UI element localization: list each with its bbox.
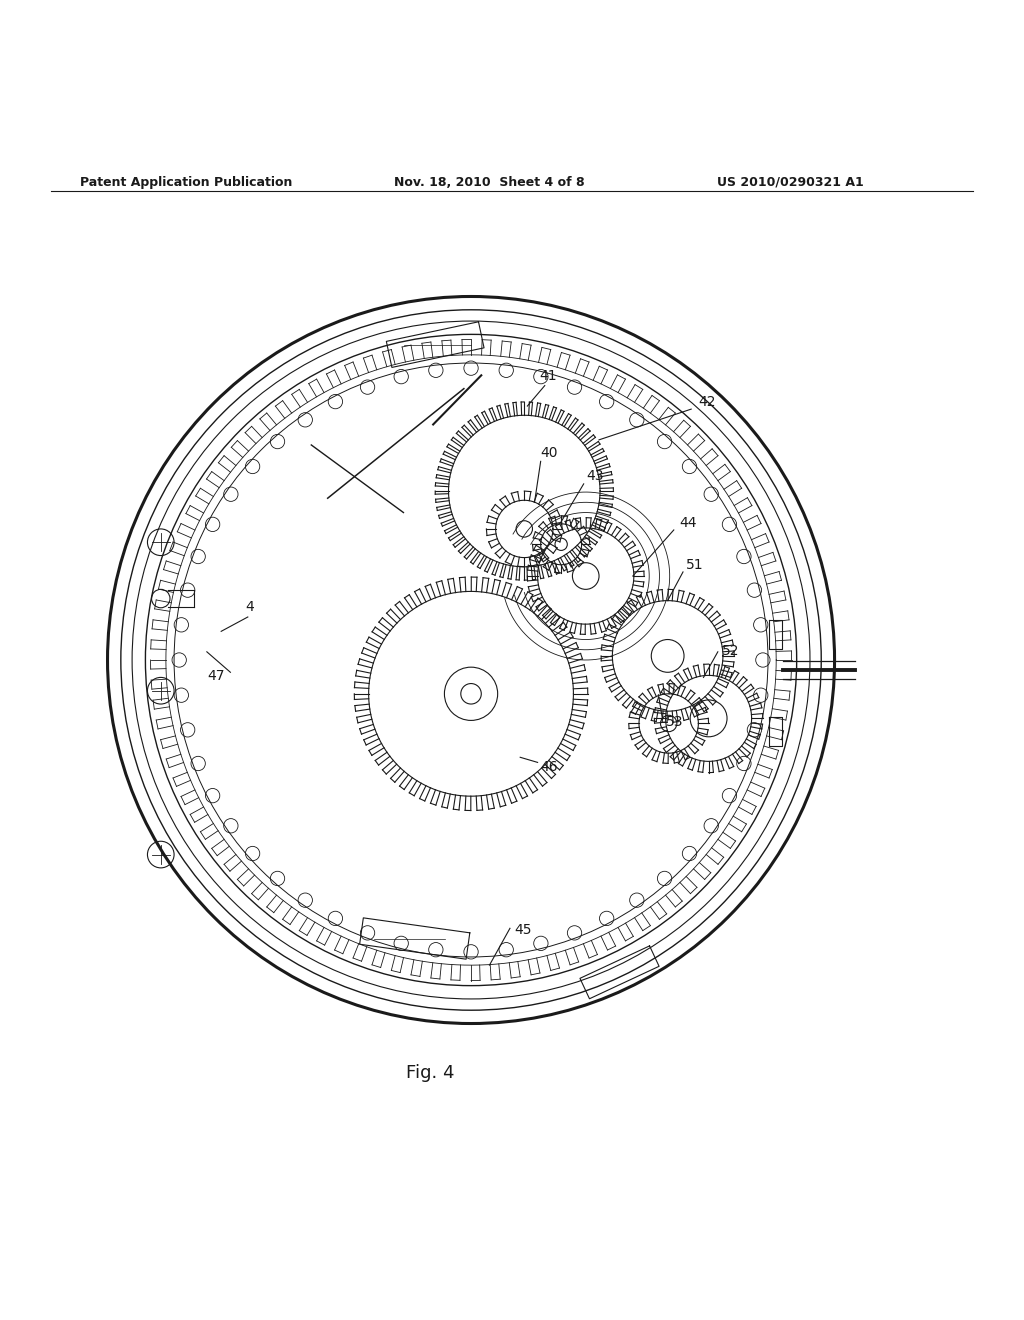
Text: 43: 43 <box>587 469 604 483</box>
Text: Nov. 18, 2010  Sheet 4 of 8: Nov. 18, 2010 Sheet 4 of 8 <box>394 176 585 189</box>
Text: 52: 52 <box>722 644 739 657</box>
Text: 51: 51 <box>686 558 703 572</box>
Text: 40: 40 <box>541 446 558 461</box>
Text: 42: 42 <box>698 395 716 409</box>
Text: 41: 41 <box>539 370 557 383</box>
Text: Patent Application Publication: Patent Application Publication <box>80 176 292 189</box>
Text: 45: 45 <box>514 924 531 937</box>
Text: 53: 53 <box>666 714 683 729</box>
Text: 44: 44 <box>679 516 696 529</box>
Text: US 2010/0290321 A1: US 2010/0290321 A1 <box>717 176 863 189</box>
Text: 47: 47 <box>208 669 225 684</box>
Text: 46: 46 <box>541 759 558 774</box>
Text: 4: 4 <box>245 599 254 614</box>
Text: Fig. 4: Fig. 4 <box>406 1064 455 1082</box>
